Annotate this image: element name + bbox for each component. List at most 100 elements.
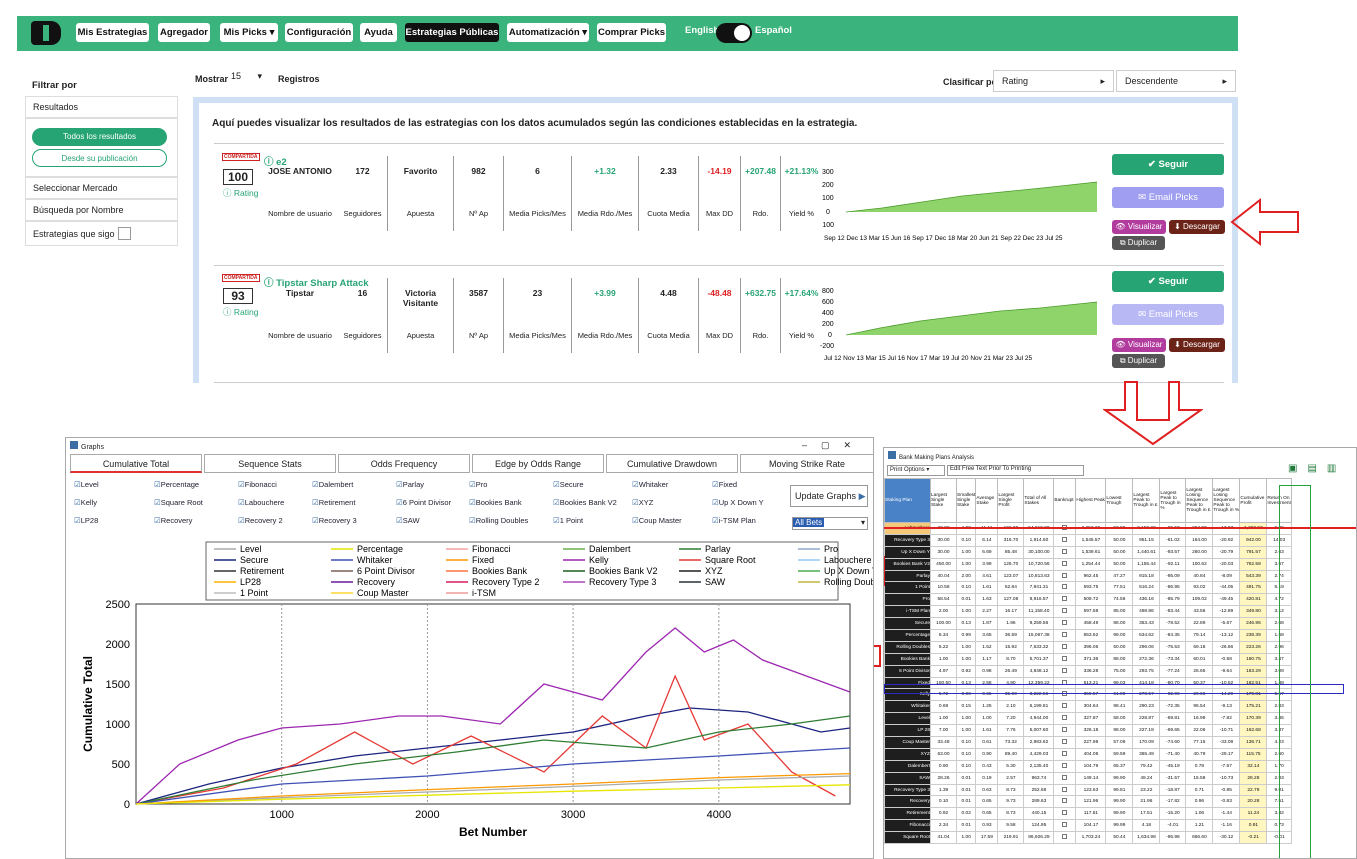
sort-field-select[interactable]: Rating ▸ — [993, 70, 1114, 92]
bankrupt-checkbox[interactable] — [1062, 822, 1068, 828]
bankrupt-checkbox[interactable] — [1062, 536, 1068, 542]
table-row[interactable]: Rolling Doubles 5.22 1.00 1.52 15.92 7,533.32… — [884, 640, 1292, 654]
free-text-field[interactable]: Edit Free Text Prior To Printing — [947, 465, 1084, 476]
table-row[interactable]: Dalembert 0.90 0.10 0.43 5.30 2,135.40 104.79 6… — [884, 759, 1292, 773]
plan-checkbox[interactable]: XYZ — [632, 498, 654, 507]
table-row[interactable]: Square Root 41.04 1.00 17.59 219.91 86,926.29… — [884, 831, 1292, 845]
bankrupt-checkbox[interactable] — [1062, 608, 1068, 614]
bankrupt-checkbox[interactable] — [1062, 596, 1068, 602]
email-picks-button[interactable]: ✉ Email Picks — [1112, 304, 1224, 325]
plan-checkbox[interactable]: Recovery — [154, 516, 193, 525]
follow-button[interactable]: ✔ Seguir — [1112, 154, 1224, 175]
all-results-button[interactable]: Todos los resultados — [32, 128, 167, 146]
plan-checkbox[interactable]: Bookies Bank — [469, 498, 522, 507]
plan-checkbox[interactable]: Recovery 2 — [238, 516, 283, 525]
plan-checkbox[interactable]: Square Root — [154, 498, 203, 507]
bankrupt-checkbox[interactable] — [1062, 584, 1068, 590]
table-row[interactable]: Parlay 40.04 2.00 4.61 123.07 10,813.63 962.45… — [884, 569, 1292, 583]
table-row[interactable]: 6 Point Divisor 4.97 0.92 0.98 26.49 4,848.12… — [884, 664, 1292, 678]
plan-checkbox[interactable]: 6 Point Divisor — [396, 498, 451, 507]
table-row[interactable]: Bookies Bank V2 450.00 1.00 3.99 126.70 10,72… — [884, 557, 1292, 571]
table-row[interactable]: Recovery Type 3 30.00 0.10 6.14 316.70 1,914.… — [884, 533, 1292, 547]
plan-checkbox[interactable]: Kelly — [74, 498, 97, 507]
tab-odds-frequency[interactable]: Odds Frequency — [338, 454, 470, 473]
plan-checkbox[interactable]: SAW — [396, 516, 420, 525]
window-controls[interactable]: –▢✕ — [801, 440, 865, 450]
page-size-select[interactable]: 15 ▾ — [231, 71, 263, 81]
bankrupt-checkbox[interactable] — [1062, 727, 1068, 733]
follow-button[interactable]: ✔ Seguir — [1112, 271, 1224, 292]
bankrupt-checkbox[interactable] — [1062, 655, 1068, 661]
plan-checkbox[interactable]: Labouchere — [238, 498, 285, 507]
table-row[interactable]: LP 28 7.00 1.00 1.61 7.76 5,007.60 326.18 98.00… — [884, 724, 1292, 738]
tab-cumulative-total[interactable]: Cumulative Total — [70, 454, 202, 473]
bankrupt-checkbox[interactable] — [1062, 715, 1068, 721]
print-options-button[interactable]: Print Options ▾ — [887, 465, 945, 476]
table-row[interactable]: Whitaker 0.69 0.15 1.25 2.10 6,199.81 304.64 98… — [884, 700, 1292, 714]
duplicate-button[interactable]: ⧉ Duplicar — [1112, 354, 1165, 368]
nav-configuracion[interactable]: Configuración — [285, 23, 353, 42]
plan-checkbox[interactable]: Secure — [553, 480, 584, 489]
bankrupt-checkbox[interactable] — [1062, 643, 1068, 649]
bets-select[interactable]: All Bets ▾ — [792, 517, 868, 530]
bankrupt-checkbox[interactable] — [1062, 786, 1068, 792]
bankrupt-checkbox[interactable] — [1062, 620, 1068, 626]
plan-checkbox[interactable]: Fibonacci — [238, 480, 277, 489]
nav-comprar-picks[interactable]: Comprar Picks — [597, 23, 666, 42]
bankrupt-checkbox[interactable] — [1062, 667, 1068, 673]
plan-checkbox[interactable]: LP28 — [74, 516, 99, 525]
plan-checkbox[interactable]: Retirement — [312, 498, 356, 507]
brand-logo[interactable] — [31, 21, 61, 45]
bankrupt-checkbox[interactable] — [1062, 548, 1068, 554]
plan-checkbox[interactable]: Rolling Doubles — [469, 516, 529, 525]
tab-moving-strike-rate[interactable]: Moving Strike Rate — [740, 454, 874, 473]
plan-checkbox[interactable]: Whitaker — [632, 480, 669, 489]
bankrupt-checkbox[interactable] — [1062, 738, 1068, 744]
update-graphs-button[interactable]: Update Graphs ▶ — [790, 485, 868, 507]
table-row[interactable]: Percentage 6.34 0.99 3.65 36.59 15,067.38 653.… — [884, 629, 1292, 642]
plan-checkbox[interactable]: 1 Point — [553, 516, 583, 525]
nav-mis-estrategias[interactable]: Mis Estrategias — [76, 23, 149, 42]
table-row[interactable]: Up X Down Y 30.00 1.00 6.69 85.48 30,100.00 1,… — [884, 545, 1292, 559]
table-row[interactable]: i-TSM Plan 2.00 1.00 2.27 16.17 11,158.40 597.… — [884, 605, 1292, 619]
table-row[interactable]: Recovery 0.10 0.01 0.65 9.73 289.63 121.96 99.9… — [884, 795, 1292, 809]
language-toggle[interactable] — [716, 23, 752, 43]
table-row[interactable]: Secure 100.00 0.13 1.87 1.96 9,259.56 458.49 88… — [884, 617, 1292, 631]
email-picks-button[interactable]: ✉ Email Picks — [1112, 187, 1224, 208]
following-checkbox[interactable] — [117, 227, 131, 240]
nav-mis-picks[interactable]: Mis Picks ▾ — [220, 23, 278, 42]
plan-checkbox[interactable]: Pro — [469, 480, 488, 489]
strategy-name[interactable]: ⓘ Tipstar Sharp Attack — [264, 278, 369, 289]
tab-sequence-stats[interactable]: Sequence Stats — [204, 454, 336, 473]
nav-estrategias-publicas[interactable]: Estrategias Públicas — [405, 23, 499, 42]
plan-checkbox[interactable]: Coup Master — [632, 516, 682, 525]
plan-checkbox[interactable]: Percentage — [154, 480, 199, 489]
export-icons[interactable]: ▣▤▥ — [1288, 463, 1347, 474]
table-row[interactable]: Coup Master 33.48 0.10 0.61 73.32 2,983.62 227… — [884, 736, 1292, 749]
bankrupt-checkbox[interactable] — [1062, 774, 1068, 780]
plan-checkbox[interactable]: i-TSM Plan — [712, 516, 756, 525]
select-market-item[interactable]: Seleccionar Mercado — [25, 177, 178, 199]
bankrupt-checkbox[interactable] — [1062, 631, 1068, 637]
table-row[interactable]: 1 Point 10.58 0.10 1.61 52.84 7,941.31 593.75 7… — [884, 581, 1292, 595]
bankrupt-checkbox[interactable] — [1062, 798, 1068, 804]
bankrupt-checkbox[interactable] — [1062, 703, 1068, 709]
plan-checkbox[interactable]: Fixed — [712, 480, 737, 489]
bankrupt-checkbox[interactable] — [1062, 572, 1068, 578]
nav-ayuda[interactable]: Ayuda — [360, 23, 397, 42]
table-row[interactable]: Recovery Type 3 1.39 0.01 0.63 8.73 252.68 123… — [884, 783, 1292, 797]
sort-direction-select[interactable]: Descendente ▸ — [1116, 70, 1236, 92]
table-row[interactable]: Fibonacci 2.34 0.01 0.93 9.58 124.95 104.17 99.… — [884, 819, 1292, 833]
table-row[interactable]: Bookies Bank 1.00 1.00 1.17 8.70 5,701.37 371.… — [884, 652, 1292, 666]
plan-checkbox[interactable]: Dalembert — [312, 480, 354, 489]
view-button[interactable]: 👁 Visualizar — [1112, 338, 1166, 352]
plan-checkbox[interactable]: Recovery 3 — [312, 516, 357, 525]
nav-agregador[interactable]: Agregador — [158, 23, 210, 42]
bankrupt-checkbox[interactable] — [1062, 762, 1068, 768]
nav-automatizacion[interactable]: Automatización ▾ — [507, 23, 589, 42]
table-row[interactable]: Retirement 0.92 0.02 0.65 8.73 440.15 117.51 99… — [884, 807, 1292, 821]
table-row[interactable]: Level 1.00 1.00 1.00 7.20 4,944.00 327.87 58.00… — [884, 712, 1292, 726]
since-publication-button[interactable]: Desde su publicación — [32, 149, 167, 167]
following-strategies-item[interactable]: Estrategias que sigo — [25, 221, 178, 246]
plan-checkbox[interactable]: Up X Down Y — [712, 498, 764, 507]
